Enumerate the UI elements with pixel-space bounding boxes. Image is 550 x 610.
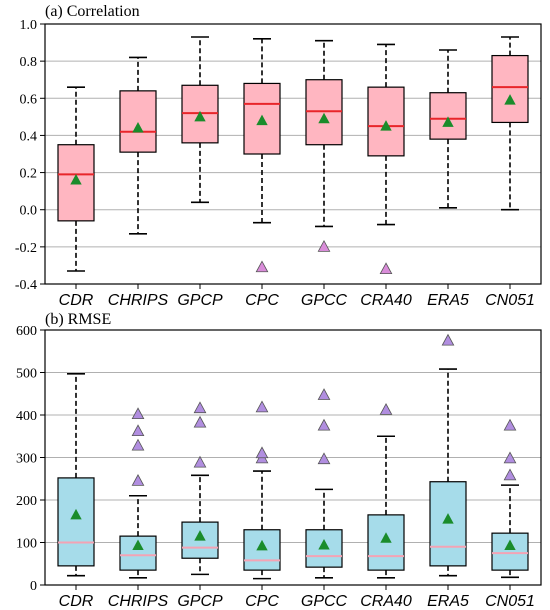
rmse-outlier-marker — [131, 474, 145, 486]
rmse-y-tick-label: 0 — [30, 579, 37, 594]
corr-outlier-marker — [317, 240, 331, 252]
rmse-x-tick-label: CDR — [59, 593, 94, 610]
corr-mean-marker — [256, 114, 268, 126]
correlation-panel: (a) Correlation -0.4 -0.2 0.0 0.2 0.4 0.6 0.8 1… — [15, 3, 542, 309]
rmse-mean-marker — [256, 539, 268, 551]
rmse-panel-title: (b) RMSE — [45, 311, 111, 328]
rmse-outlier-marker — [255, 400, 269, 413]
rmse-box-era5 — [429, 481, 467, 567]
corr-axes-frame — [44, 23, 542, 285]
corr-x-tick-label: CN051 — [485, 292, 535, 309]
rmse-mean-marker — [318, 539, 330, 550]
corr-y-tick-label: 0.6 — [20, 92, 38, 107]
rmse-outlier-marker — [193, 455, 207, 468]
corr-x-tick-label: CDR — [59, 292, 94, 309]
rmse-axes-frame — [44, 329, 542, 586]
corr-mean-marker — [318, 112, 330, 124]
corr-x-tick-label: CRA40 — [360, 292, 412, 309]
rmse-outlier-marker — [441, 333, 455, 346]
rmse-x-tick-label: CHRIPS — [108, 593, 169, 610]
corr-y-tick-label: 0.4 — [20, 129, 38, 144]
corr-x-tick-label: GPCP — [177, 292, 223, 309]
rmse-outlier-marker — [193, 401, 207, 414]
rmse-x-tick-label: CPC — [245, 593, 279, 610]
corr-mean-marker — [380, 120, 392, 131]
rmse-y-tick-label: 400 — [16, 409, 37, 424]
rmse-x-tick-label: CRA40 — [360, 593, 412, 610]
correlation-panel-title: (a) Correlation — [45, 3, 140, 20]
rmse-x-tick-label: GPCP — [177, 593, 223, 610]
corr-y-tick-label: 0.2 — [20, 167, 38, 182]
corr-mean-marker — [70, 174, 82, 185]
corr-outlier-marker — [379, 262, 393, 275]
rmse-outlier-marker — [503, 468, 517, 481]
corr-x-tick-label: CHRIPS — [108, 292, 169, 309]
corr-box-cpc — [243, 82, 281, 155]
rmse-outlier-marker — [193, 415, 207, 428]
rmse-x-tick-label: GPCC — [301, 593, 348, 610]
corr-mean-marker — [194, 110, 206, 122]
rmse-outlier-marker — [131, 407, 145, 420]
corr-y-tick-label: 1.0 — [20, 18, 38, 33]
rmse-mean-marker — [380, 532, 392, 543]
rmse-box-cdr — [57, 477, 95, 567]
corr-y-tick-label: 0.0 — [20, 204, 38, 219]
rmse-box-gpcc — [305, 529, 343, 568]
corr-mean-marker — [442, 116, 454, 127]
corr-mean-marker — [132, 122, 144, 133]
rmse-outlier-marker — [255, 446, 269, 459]
rmse-mean-marker — [194, 530, 206, 541]
corr-mean-marker — [504, 94, 516, 105]
rmse-outlier-marker — [379, 403, 393, 415]
corr-y-tick-label: 0.8 — [20, 55, 38, 70]
rmse-box-cn051 — [491, 532, 529, 571]
rmse-outlier-marker — [317, 388, 331, 400]
rmse-y-tick-label: 500 — [16, 367, 37, 382]
corr-x-tick-label: GPCC — [301, 292, 348, 309]
rmse-outlier-marker — [503, 451, 517, 464]
rmse-outlier-marker — [317, 452, 331, 465]
rmse-x-tick-label: CN051 — [485, 593, 535, 610]
rmse-y-tick-label: 200 — [16, 494, 37, 509]
corr-box-cn051 — [491, 54, 529, 124]
rmse-mean-marker — [442, 513, 454, 524]
rmse-outlier-marker — [131, 438, 145, 451]
rmse-x-tick-label: ERA5 — [427, 593, 469, 610]
corr-outlier-marker — [255, 260, 269, 273]
corr-y-tick-label: -0.4 — [15, 278, 37, 293]
corr-x-tick-label: ERA5 — [427, 292, 469, 309]
rmse-mean-marker — [70, 508, 82, 520]
rmse-outlier-marker — [131, 424, 145, 437]
corr-y-tick-label: -0.2 — [15, 241, 37, 256]
rmse-outlier-marker — [317, 418, 331, 431]
rmse-panel: (b) RMSE 0 100 200 300 400 500 600 CDR CHRIPS GPC… — [16, 311, 542, 610]
rmse-mean-marker — [132, 539, 144, 550]
rmse-y-tick-label: 600 — [16, 324, 37, 339]
corr-box-chrips — [119, 90, 157, 153]
rmse-y-tick-label: 300 — [16, 452, 37, 467]
corr-x-tick-label: CPC — [245, 292, 279, 309]
rmse-mean-marker — [504, 539, 516, 550]
rmse-y-tick-label: 100 — [16, 537, 37, 552]
corr-box-era5 — [429, 92, 467, 140]
rmse-outlier-marker — [503, 418, 517, 431]
